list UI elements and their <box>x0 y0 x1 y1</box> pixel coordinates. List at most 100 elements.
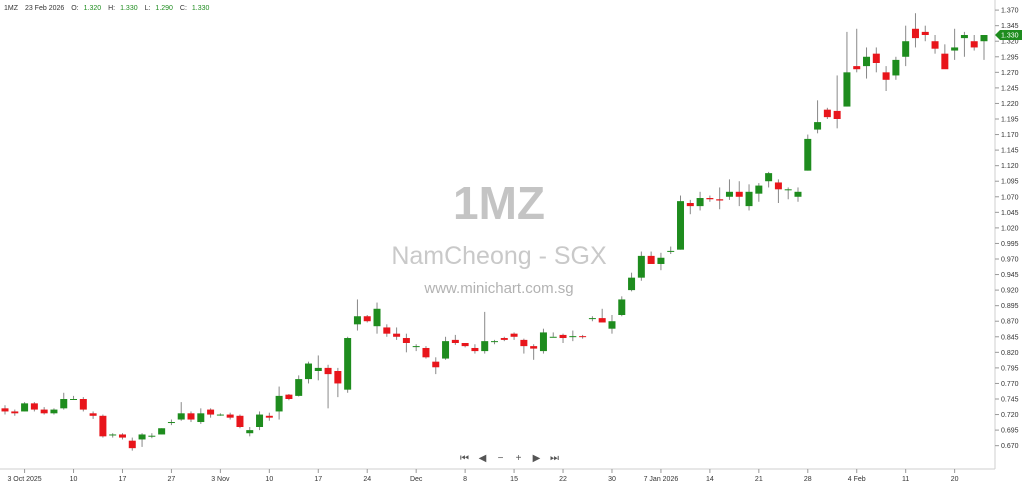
candle-down <box>774 182 782 190</box>
candle-up <box>667 250 675 252</box>
candle-up <box>549 336 557 338</box>
candle-up <box>677 201 685 250</box>
y-tick-label: 0.845 <box>1001 334 1019 341</box>
low-value: 1.290 <box>155 5 173 12</box>
candle-up <box>755 185 763 194</box>
y-tick-label: 0.795 <box>1001 365 1019 372</box>
y-tick-label: 1.245 <box>1001 85 1019 92</box>
x-tick-label: 3 Oct 2025 <box>7 476 41 483</box>
candle-up <box>256 414 264 427</box>
candle-up <box>412 346 420 348</box>
candle-up <box>745 191 753 207</box>
candle-down <box>911 28 919 39</box>
candle-down <box>853 66 861 70</box>
low-label: L: <box>144 5 151 12</box>
x-tick-label: 14 <box>706 476 714 483</box>
candle-down <box>931 41 939 49</box>
candle-down <box>402 338 410 343</box>
candle-down <box>872 53 880 63</box>
candle-up <box>657 257 665 264</box>
candle-down <box>706 198 714 200</box>
step-forward-icon[interactable]: ▶ <box>532 453 541 464</box>
y-tick-label: 1.195 <box>1001 117 1019 124</box>
candle-up <box>109 434 117 436</box>
candle-down <box>833 110 841 119</box>
candle-down <box>40 409 48 414</box>
candle-down <box>422 347 430 358</box>
candle-down <box>11 411 19 414</box>
candle-up <box>539 332 547 352</box>
candle-up <box>491 341 498 343</box>
open-label: O: <box>71 5 79 12</box>
y-tick-label: 1.345 <box>1001 23 1019 30</box>
candle-up <box>246 430 254 434</box>
candle-up <box>353 316 361 325</box>
zoom-out-icon[interactable]: − <box>497 453 504 464</box>
candle-down <box>647 255 655 264</box>
candle-up <box>951 47 959 51</box>
candle-up <box>628 277 636 291</box>
y-tick-label: 0.695 <box>1001 428 1019 435</box>
x-tick-label: 24 <box>363 476 371 483</box>
candle-down <box>285 394 293 399</box>
candle-up <box>863 56 871 67</box>
x-tick-label: 7 Jan 2026 <box>644 476 679 483</box>
y-tick-label: 0.870 <box>1001 319 1019 326</box>
candle-up <box>814 122 822 130</box>
y-tick-label: 1.270 <box>1001 70 1019 77</box>
y-tick-label: 1.220 <box>1001 101 1019 108</box>
candle-down <box>471 347 479 352</box>
candle-up <box>696 198 704 207</box>
candle-up <box>148 435 156 437</box>
skip-back-icon[interactable]: ⏮ <box>460 453 469 464</box>
open-value: 1.320 <box>83 5 102 12</box>
candle-down <box>520 339 528 347</box>
candle-down <box>226 414 234 418</box>
candle-down <box>941 53 949 70</box>
candle-down <box>882 72 890 80</box>
candle-up <box>138 434 146 440</box>
x-tick-label: 3 Nov <box>211 476 230 483</box>
x-tick-label: 30 <box>608 476 616 483</box>
x-tick-label: 21 <box>755 476 763 483</box>
y-tick-label: 0.745 <box>1001 397 1019 404</box>
x-tick-label: Dec <box>410 476 423 483</box>
candle-down <box>236 415 244 427</box>
candle-up <box>902 41 910 57</box>
candle-up <box>784 189 792 191</box>
candle-down <box>686 203 694 207</box>
candle-down <box>461 343 469 347</box>
candle-up <box>304 363 312 380</box>
candle-up <box>295 379 303 396</box>
y-tick-label: 1.295 <box>1001 54 1019 61</box>
y-tick-label: 0.770 <box>1001 381 1019 388</box>
candle-down <box>735 191 743 197</box>
x-tick-label: 4 Feb <box>848 476 866 483</box>
y-tick-label: 1.320 <box>1001 39 1019 46</box>
candle-down <box>432 361 440 368</box>
y-tick-label: 0.970 <box>1001 257 1019 264</box>
candle-up <box>442 341 450 359</box>
x-tick-label: 17 <box>314 476 322 483</box>
zoom-in-icon[interactable]: + <box>515 453 522 464</box>
candle-up <box>588 318 596 320</box>
step-back-icon[interactable]: ◀ <box>478 453 487 464</box>
skip-forward-icon[interactable]: ⏭ <box>550 453 559 464</box>
candle-down <box>324 367 332 375</box>
candle-up <box>481 341 489 352</box>
candle-down <box>716 199 724 201</box>
x-tick-label: 22 <box>559 476 567 483</box>
chart-navigation: ⏮ ◀ − + ▶ ⏭ <box>459 453 560 464</box>
y-tick-label: 1.020 <box>1001 225 1019 232</box>
candle-down <box>393 333 401 337</box>
candle-down <box>510 333 518 337</box>
candle-up <box>608 321 616 329</box>
x-tick-label: 10 <box>265 476 273 483</box>
candle-up <box>60 399 68 409</box>
candle-down <box>559 334 567 339</box>
x-tick-label: 8 <box>463 476 467 483</box>
x-tick-label: 15 <box>510 476 518 483</box>
y-tick-label: 0.945 <box>1001 272 1019 279</box>
candle-down <box>1 408 9 412</box>
